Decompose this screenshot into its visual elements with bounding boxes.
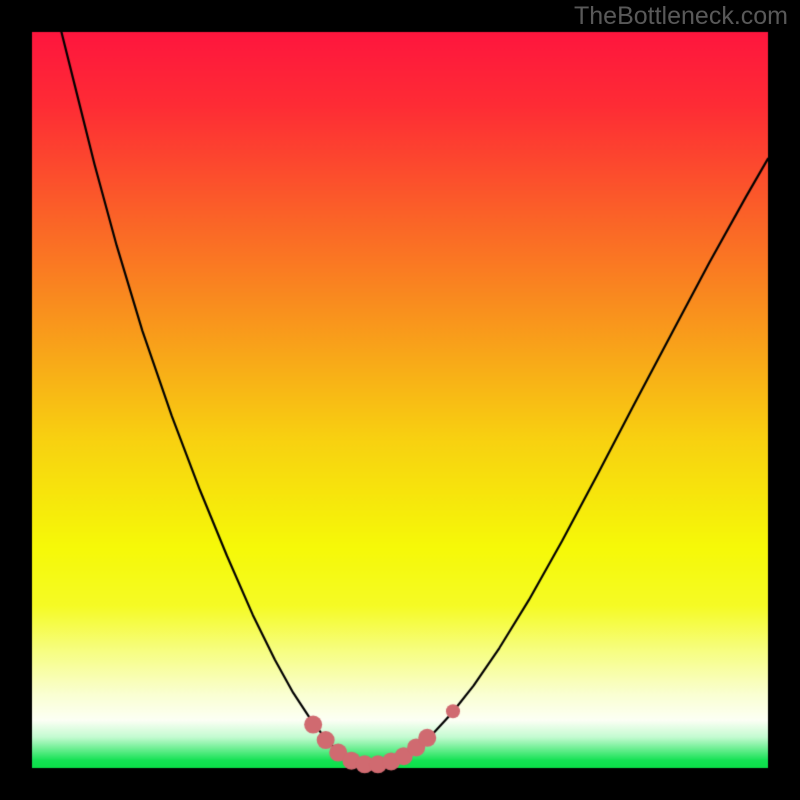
bottleneck-v-chart bbox=[0, 0, 800, 800]
watermark-text: TheBottleneck.com bbox=[574, 2, 788, 31]
